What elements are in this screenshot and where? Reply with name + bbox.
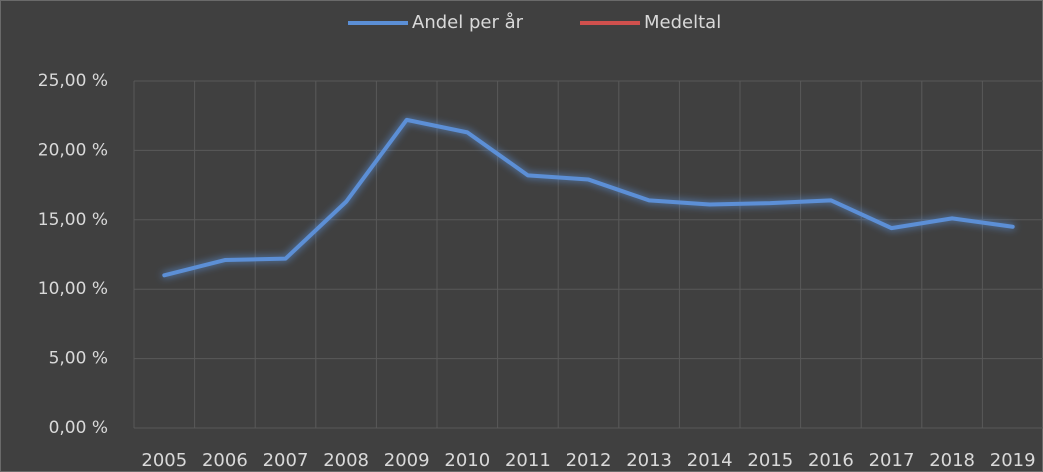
x-tick-label: 2005 [141, 450, 187, 471]
y-tick-label: 25,00 % [38, 71, 108, 91]
x-tick-label: 2013 [626, 450, 672, 471]
legend-label: Medeltal [644, 12, 721, 33]
y-tick-label: 15,00 % [38, 210, 108, 230]
x-tick-label: 2011 [505, 450, 551, 471]
x-tick-label: 2015 [747, 450, 793, 471]
y-tick-label: 20,00 % [38, 140, 108, 160]
x-tick-label: 2019 [990, 450, 1036, 471]
y-tick-label: 10,00 % [38, 279, 108, 299]
y-tick-label: 5,00 % [49, 349, 108, 369]
x-tick-label: 2016 [808, 450, 854, 471]
y-tick-label: 0,00 % [49, 418, 108, 438]
x-tick-label: 2008 [323, 450, 369, 471]
series-line [162, 117, 1015, 278]
legend-label: Andel per år [412, 12, 524, 33]
x-tick-label: 2018 [929, 450, 975, 471]
x-tick-label: 2010 [444, 450, 490, 471]
x-tick-label: 2014 [687, 450, 733, 471]
x-tick-label: 2017 [869, 450, 915, 471]
x-tick-label: 2007 [263, 450, 309, 471]
x-tick-label: 2012 [566, 450, 612, 471]
x-tick-label: 2009 [384, 450, 430, 471]
x-tick-label: 2006 [202, 450, 248, 471]
